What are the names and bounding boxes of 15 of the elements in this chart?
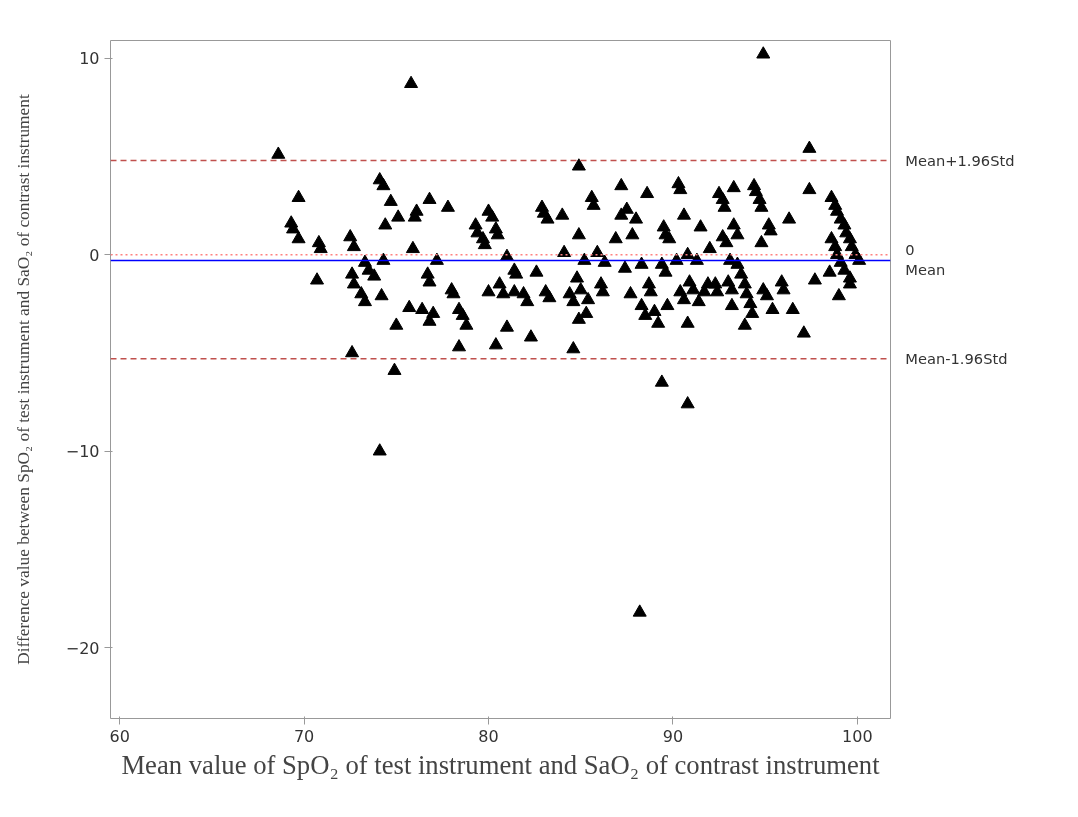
ref-line-label: Mean xyxy=(905,260,946,278)
x-tick-label: 100 xyxy=(842,726,873,746)
y-tick-label: −10 xyxy=(65,442,100,462)
y-tick-label: −20 xyxy=(65,638,100,658)
x-tick-label: 90 xyxy=(662,726,684,746)
x-axis-title: Mean value of SpO₂ of test instrument and SaO₂ of contrast instrument xyxy=(121,749,881,780)
y-axis-title: Difference value between SpO₂ of test instrument and SaO₂ of contrast instrument xyxy=(13,94,33,665)
x-tick-label: 60 xyxy=(109,726,130,746)
x-tick-label: 70 xyxy=(293,726,315,746)
y-tick-label: 10 xyxy=(79,49,100,69)
y-tick-label: 0 xyxy=(89,245,100,265)
ref-line-label: Mean-1.96Std xyxy=(905,350,1008,368)
x-tick-label: 80 xyxy=(478,726,499,746)
ref-line-label: 0 xyxy=(905,240,915,258)
ref-line-label: Mean+1.96Std xyxy=(905,151,1015,169)
